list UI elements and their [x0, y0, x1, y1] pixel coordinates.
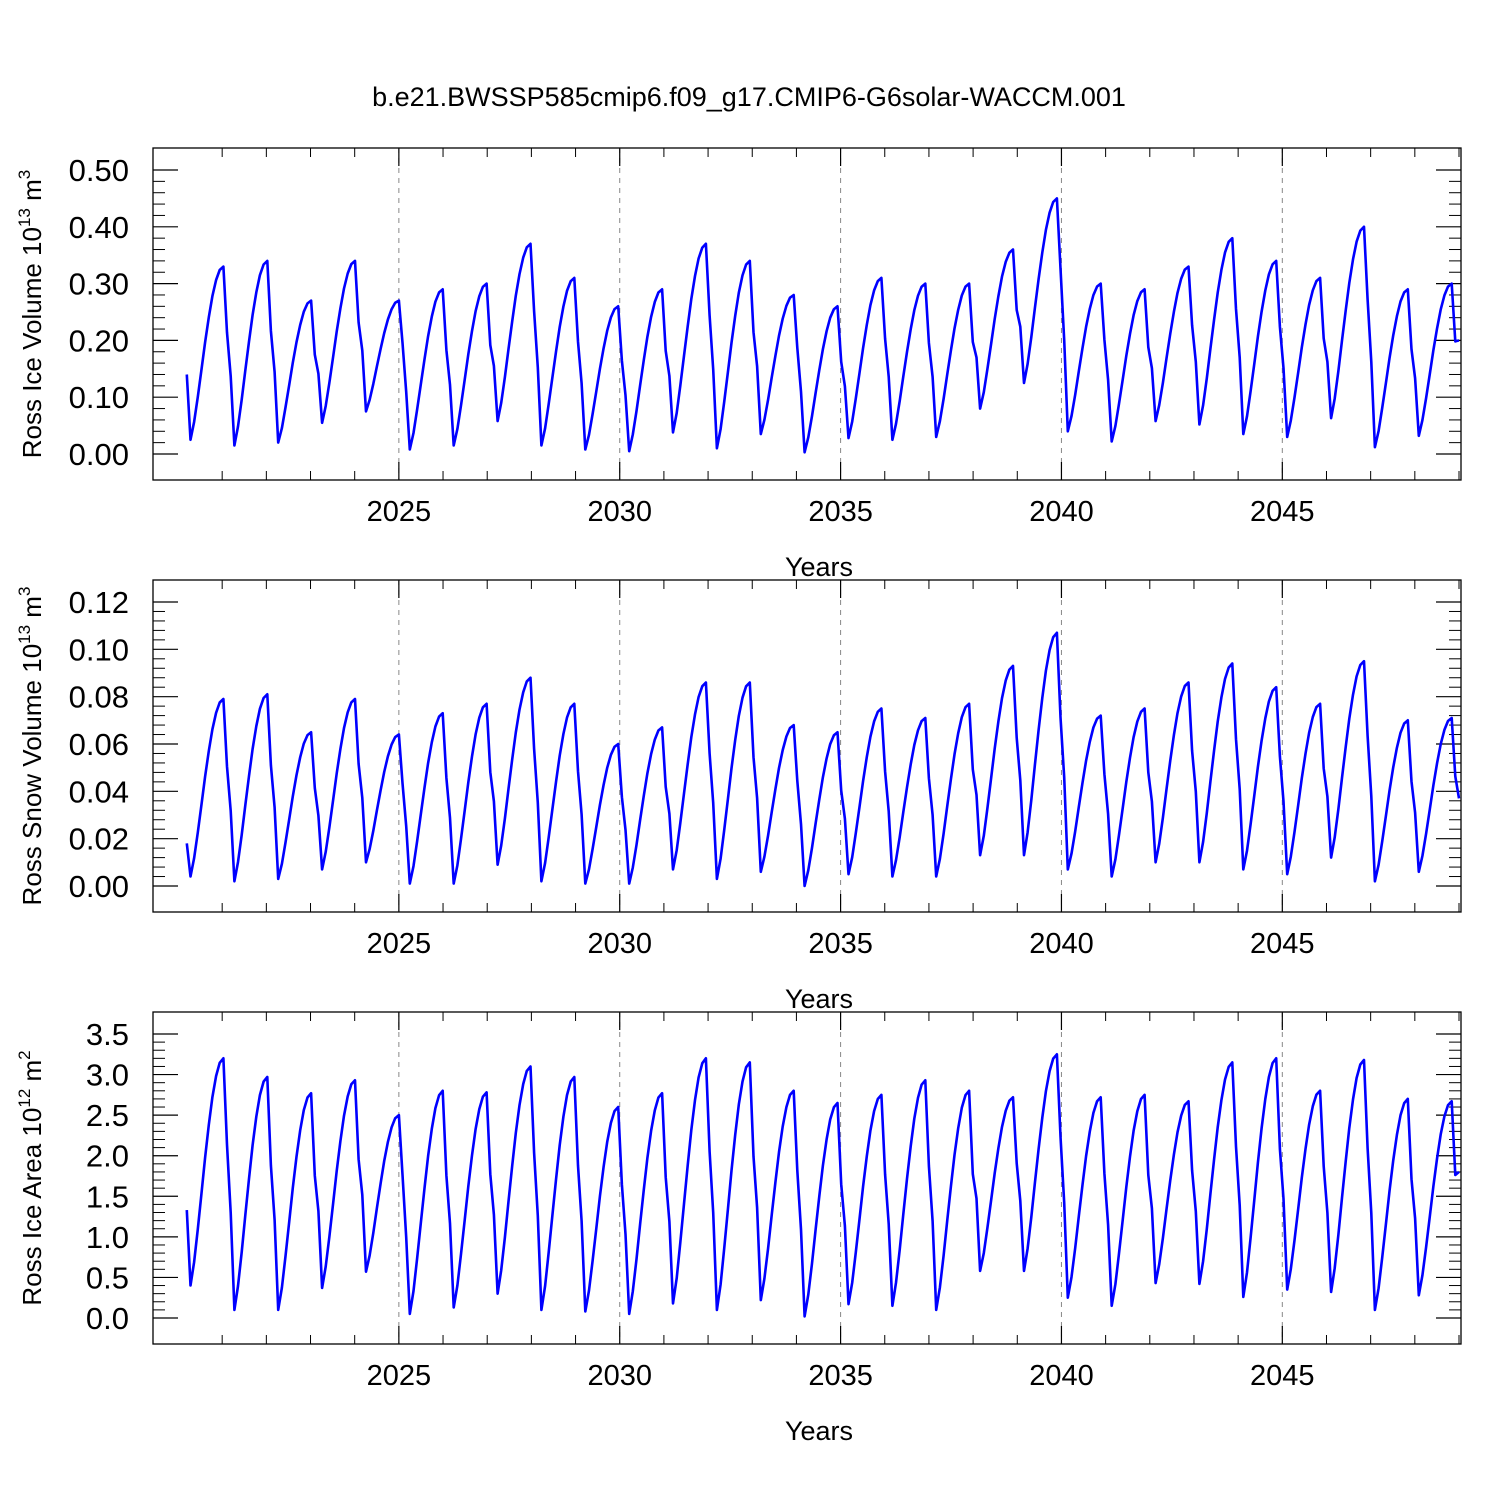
y-axis-label-unit: m — [17, 1060, 47, 1089]
data-series-line — [185, 1053, 1460, 1318]
y-tick-label: 2.0 — [86, 1139, 129, 1174]
data-series-line — [185, 197, 1460, 454]
y-axis-label-text: Ross Snow Volume 10 — [17, 644, 47, 906]
y-tick-label: 0.5 — [86, 1260, 129, 1295]
y-axis-label-unit: m — [17, 179, 47, 208]
x-axis-label: Years — [785, 552, 853, 582]
x-tick-label: 2045 — [1250, 928, 1315, 960]
y-tick-label: 0.04 — [69, 774, 129, 809]
y-axis-label-unit-exponent: 3 — [15, 170, 34, 179]
data-series-line — [185, 631, 1461, 888]
y-axis-label: Ross Snow Volume 1013 m3 — [15, 587, 47, 906]
y-tick-label: 1.5 — [86, 1179, 129, 1214]
y-axis-label: Ross Ice Area 1012 m2 — [15, 1050, 47, 1305]
x-tick-label: 2035 — [808, 928, 873, 960]
chart-panels: 2025 2030 2035 2040 2045 0.00 0.10 0.20 0.30 0.40… — [15, 147, 1462, 1446]
x-tick-label: 2030 — [587, 496, 652, 528]
y-tick-label: 0.00 — [69, 437, 129, 472]
y-tick-label: 0.50 — [69, 153, 129, 188]
x-axis-label: Years — [785, 1416, 853, 1446]
x-axis-label: Years — [785, 984, 853, 1014]
y-axis-label: Ross Ice Volume 1013 m3 — [15, 170, 47, 459]
y-tick-label: 0.02 — [69, 822, 129, 857]
y-tick-label: 3.5 — [86, 1017, 129, 1052]
y-axis-label-text: Ross Ice Area 10 — [17, 1108, 47, 1306]
x-tick-label: 2035 — [808, 496, 873, 528]
plot-frame — [152, 1011, 1462, 1345]
y-tick-label: 0.10 — [69, 632, 129, 667]
y-tick-label: 0.0 — [86, 1301, 129, 1336]
x-tick-label: 2025 — [367, 1360, 432, 1392]
y-tick-label: 0.40 — [69, 210, 129, 245]
y-tick-label: 0.10 — [69, 380, 129, 415]
y-tick-label: 0.12 — [69, 585, 129, 620]
x-tick-label: 2045 — [1250, 496, 1315, 528]
y-axis-label-exponent: 12 — [15, 1089, 34, 1108]
y-axis-label-exponent: 13 — [15, 625, 34, 644]
y-axis-label-unit: m — [17, 596, 47, 625]
x-tick-label: 2040 — [1029, 928, 1094, 960]
y-tick-label: 0.06 — [69, 727, 129, 762]
chart-panel: 2025 2030 2035 2040 2045 0.00 0.10 0.20 0.30 0.40… — [15, 147, 1462, 582]
plot-frame — [152, 579, 1462, 913]
y-tick-label: 3.0 — [86, 1058, 129, 1093]
y-tick-label: 0.00 — [69, 869, 129, 904]
chart-panel: 2025 2030 2035 2040 2045 0.0 0.5 1.0 1.5 2.0 2.5 3.… — [15, 1011, 1462, 1446]
y-tick-label: 0.20 — [69, 323, 129, 358]
chart-panel: 2025 2030 2035 2040 2045 0.00 0.02 0.04 0.06 0.08… — [15, 579, 1462, 1014]
y-axis-label-exponent: 13 — [15, 208, 34, 227]
y-axis-label-unit-exponent: 3 — [15, 587, 34, 596]
x-tick-label: 2040 — [1029, 496, 1094, 528]
x-tick-label: 2040 — [1029, 1360, 1094, 1392]
x-tick-label: 2045 — [1250, 1360, 1315, 1392]
y-tick-label: 1.0 — [86, 1220, 129, 1255]
y-axis-label-text: Ross Ice Volume 10 — [17, 227, 47, 458]
plot-frame — [152, 147, 1462, 481]
y-tick-label: 2.5 — [86, 1098, 129, 1133]
y-axis-label-unit-exponent: 2 — [15, 1050, 34, 1059]
x-tick-label: 2025 — [367, 496, 432, 528]
y-tick-label: 0.30 — [69, 267, 129, 302]
x-tick-label: 2025 — [367, 928, 432, 960]
y-tick-label: 0.08 — [69, 680, 129, 715]
x-tick-label: 2030 — [587, 928, 652, 960]
x-tick-label: 2035 — [808, 1360, 873, 1392]
x-tick-label: 2030 — [587, 1360, 652, 1392]
chart-title: b.e21.BWSSP585cmip6.f09_g17.CMIP6-G6sola… — [372, 82, 1126, 112]
